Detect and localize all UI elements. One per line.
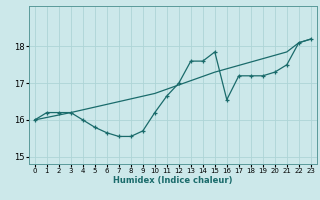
X-axis label: Humidex (Indice chaleur): Humidex (Indice chaleur) bbox=[113, 176, 233, 185]
